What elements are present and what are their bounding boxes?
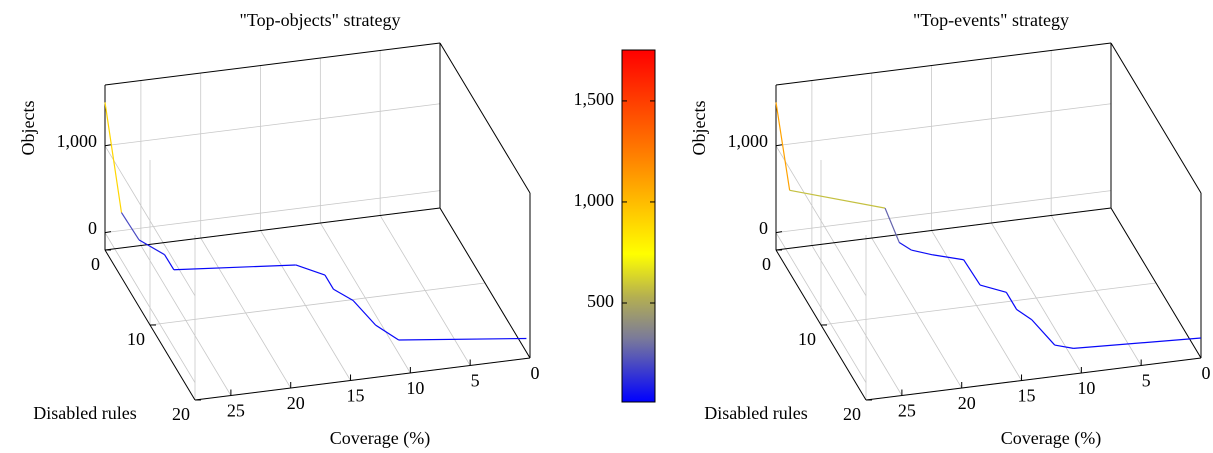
x-tick-label: 20: [958, 393, 976, 413]
chart-title: "Top-events" strategy: [913, 10, 1069, 30]
axis-box: [775, 207, 1112, 251]
data-line-segment: [1073, 337, 1202, 349]
z-axis-label: Objects: [689, 101, 709, 156]
data-line-segment: [898, 241, 912, 251]
data-line-segment: [120, 212, 140, 241]
z-tick-label: 1,000: [57, 131, 98, 151]
data-line-segment: [775, 102, 791, 191]
data-line-segment: [398, 337, 527, 341]
grid-line: [820, 282, 1157, 326]
axis-box: [1110, 42, 1202, 194]
data-line-segment: [333, 288, 354, 302]
data-line-segment: [352, 300, 377, 326]
data-line-segment: [1016, 309, 1033, 321]
axis-box: [104, 42, 441, 86]
data-line-segment: [911, 249, 933, 256]
grid-line: [104, 232, 196, 383]
colorbar-tick-label: 500: [587, 291, 614, 311]
tick-mark: [775, 144, 783, 147]
y-axis-label: Disabled rules: [33, 403, 136, 423]
axis-box: [194, 357, 531, 401]
grid-line: [149, 282, 486, 326]
grid-line: [775, 103, 1112, 147]
grid-line: [104, 145, 196, 296]
data-line-segment: [295, 264, 326, 276]
tick-mark: [104, 144, 112, 147]
y-tick-label: 0: [91, 254, 100, 274]
x-tick-label: 20: [287, 393, 305, 413]
colorbar-tick-label: 1,000: [574, 190, 615, 210]
x-tick-label: 0: [531, 363, 540, 383]
axis-box: [865, 357, 1202, 401]
x-tick-label: 25: [227, 401, 245, 421]
x-tick-label: 10: [1077, 378, 1095, 398]
x-tick-label: 25: [898, 401, 916, 421]
y-tick-label: 0: [762, 254, 771, 274]
chart-title: "Top-objects" strategy: [240, 10, 401, 30]
tick-mark: [775, 231, 783, 234]
y-tick-label: 10: [798, 329, 816, 349]
grid-line: [775, 190, 1112, 234]
y-tick-label: 20: [172, 404, 190, 424]
data-line-segment: [979, 284, 1007, 293]
grid-line: [775, 145, 867, 296]
y-axis-label: Disabled rules: [704, 403, 807, 423]
axis-box: [439, 207, 531, 359]
axis-box: [104, 207, 441, 251]
data-line-segment: [173, 264, 296, 271]
data-line-segment: [324, 274, 335, 290]
colorbar-tick-label: 1,500: [574, 89, 615, 109]
z-axis-label: Objects: [18, 101, 38, 156]
data-line-segment: [932, 254, 964, 261]
axis-box: [775, 42, 1112, 86]
data-line-segment: [375, 324, 399, 341]
x-tick-label: 15: [1018, 386, 1036, 406]
y-tick-label: 20: [843, 404, 861, 424]
colorbar: [621, 49, 656, 403]
data-line-segment: [789, 189, 886, 209]
x-tick-label: 15: [347, 386, 365, 406]
grid-line: [104, 103, 441, 147]
z-tick-label: 0: [759, 218, 768, 238]
y-tick-label: 10: [127, 329, 145, 349]
x-tick-label: 5: [1142, 371, 1151, 391]
data-line-segment: [1005, 291, 1018, 310]
x-axis-label: Coverage (%): [330, 428, 430, 449]
data-line-segment: [1031, 319, 1056, 346]
data-line-segment: [138, 239, 165, 256]
data-line-segment: [1054, 344, 1074, 349]
x-tick-label: 5: [471, 371, 480, 391]
x-tick-label: 0: [1202, 363, 1211, 383]
grid-line: [775, 232, 867, 383]
data-line-segment: [884, 207, 900, 243]
z-tick-label: 1,000: [728, 131, 769, 151]
z-tick-label: 0: [88, 218, 97, 238]
axis-box: [1110, 207, 1202, 359]
data-line-segment: [104, 102, 123, 213]
x-tick-label: 10: [406, 378, 424, 398]
data-line-segment: [164, 254, 175, 271]
data-line-segment: [963, 259, 981, 286]
grid-line: [104, 190, 441, 234]
axis-box: [439, 42, 531, 194]
x-axis-label: Coverage (%): [1001, 428, 1101, 449]
tick-mark: [104, 231, 112, 234]
